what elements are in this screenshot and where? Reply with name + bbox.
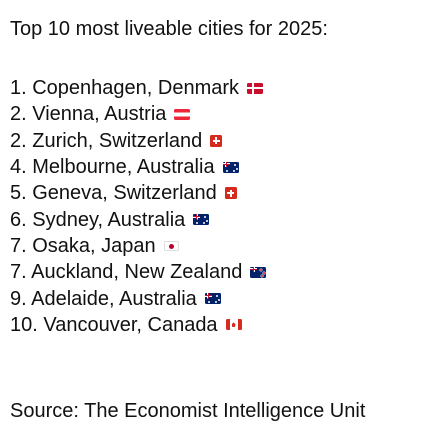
source-note: Source: The Economist Intelligence Unit xyxy=(10,400,366,422)
city-label: 2. Zurich, Switzerland xyxy=(10,129,203,152)
city-label: 2. Vienna, Austria xyxy=(10,103,167,126)
list-item: 2. Vienna, Austria xyxy=(10,101,266,127)
page-title: Top 10 most liveable cities for 2025: xyxy=(10,18,328,40)
city-label: 7. Osaka, Japan xyxy=(10,234,156,257)
city-label: 1. Copenhagen, Denmark xyxy=(10,77,240,100)
list-item: 7. Auckland, New Zealand xyxy=(10,259,267,285)
flag-new-zealand-icon xyxy=(250,266,267,278)
list-item: 5. Geneva, Switzerland xyxy=(10,180,266,206)
list-item: 6. Sydney, Australia xyxy=(10,206,266,232)
list-item: 2. Zurich, Switzerland xyxy=(10,128,266,154)
city-label: 9. Adelaide, Australia xyxy=(10,287,197,310)
city-label: 7. Auckland, New Zealand xyxy=(10,261,243,284)
flag-australia-icon xyxy=(204,293,221,305)
list-item: 10. Vancouver, Canada xyxy=(10,312,266,338)
flag-australia-icon xyxy=(222,161,239,173)
city-label: 10. Vancouver, Canada xyxy=(10,313,218,336)
list-item: 4. Melbourne, Australia xyxy=(10,154,266,180)
flag-australia-icon xyxy=(193,214,210,226)
flag-switzerland-icon xyxy=(210,134,223,147)
city-list: 1. Copenhagen, Denmark 2. Vienna, Austri… xyxy=(10,75,267,338)
flag-denmark-icon xyxy=(247,82,264,94)
flag-switzerland-icon xyxy=(224,187,237,200)
city-label: 4. Melbourne, Australia xyxy=(10,156,215,179)
list-item: 7. Osaka, Japan xyxy=(10,233,266,259)
city-label: 5. Geneva, Switzerland xyxy=(10,182,217,205)
city-label: 6. Sydney, Australia xyxy=(10,208,186,231)
flag-canada-icon xyxy=(225,319,242,331)
list-item: 9. Adelaide, Australia xyxy=(10,285,266,311)
flag-austria-icon xyxy=(174,108,191,120)
flag-japan-icon xyxy=(163,240,179,251)
list-item: 1. Copenhagen, Denmark xyxy=(10,75,266,101)
